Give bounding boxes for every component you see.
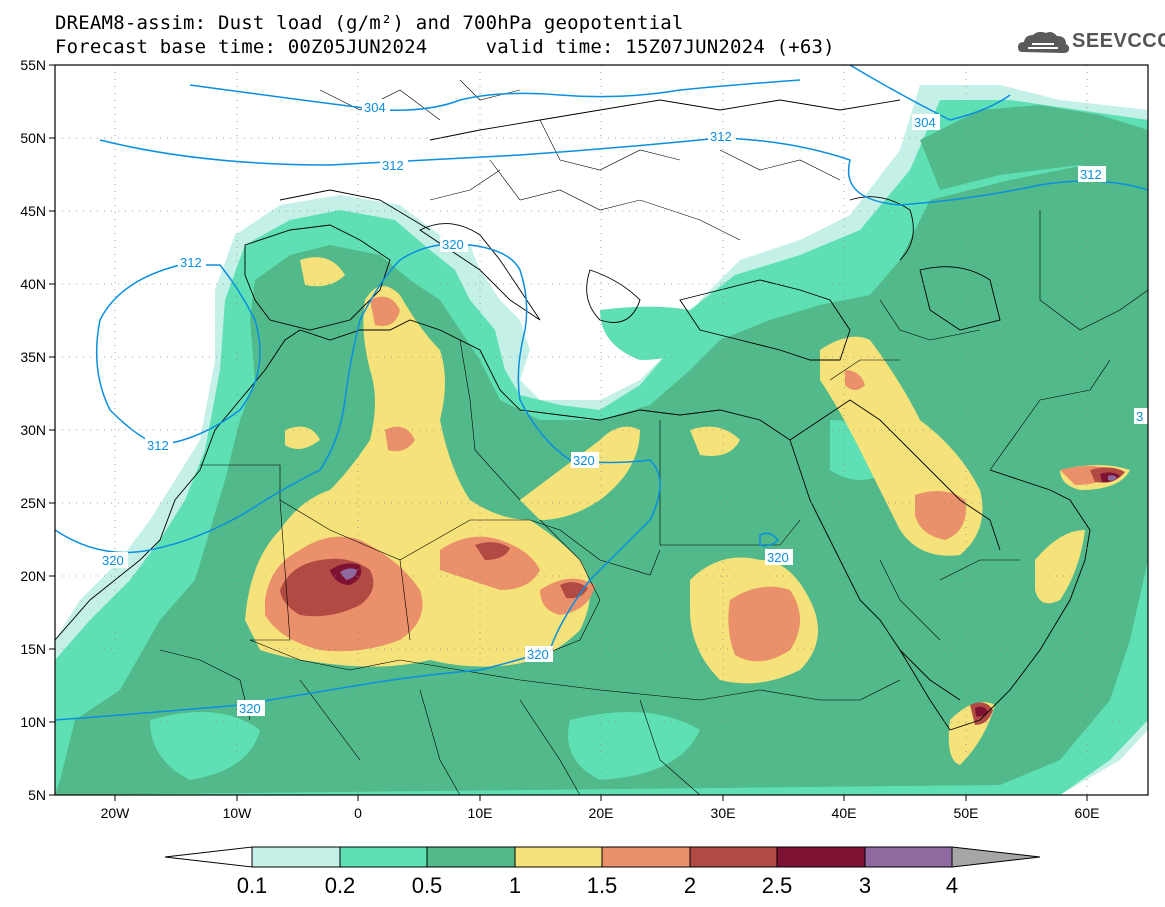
lat-tick-label: 45N xyxy=(20,203,46,219)
lat-tick-label: 5N xyxy=(28,787,46,803)
contour-label-312-c: 312 xyxy=(1080,167,1102,182)
forecast-times: Forecast base time: 00Z05JUN2024 valid t… xyxy=(55,36,835,58)
colorbar-label: 1 xyxy=(509,873,521,898)
coastlines xyxy=(55,99,1091,731)
lat-axis xyxy=(49,64,55,796)
lat-tick-label: 40N xyxy=(20,276,46,292)
contour-label-partial: 3 xyxy=(1136,409,1143,424)
colorbar-label: 2.5 xyxy=(762,873,793,898)
lon-tick-label: 50E xyxy=(954,805,979,821)
lon-tick-label: 20W xyxy=(101,805,131,821)
colorbar-swatch xyxy=(252,847,340,867)
contour-label-320-a: 320 xyxy=(442,237,464,252)
lon-tick-label: 60E xyxy=(1075,805,1100,821)
contour-label-320-d: 320 xyxy=(767,550,789,565)
contour-label-320-e: 320 xyxy=(527,647,549,662)
colorbar-label: 3 xyxy=(859,873,871,898)
lat-tick-label: 15N xyxy=(20,641,46,657)
colorbar-label: 0.1 xyxy=(237,873,268,898)
colorbar-swatch xyxy=(340,847,427,867)
lon-tick-label: 20E xyxy=(589,805,614,821)
lat-tick-label: 10N xyxy=(20,714,46,730)
contour-label-320-c: 320 xyxy=(102,553,124,568)
colorbar: 0.1 0.2 0.5 1 1.5 2 2.5 3 4 xyxy=(164,846,1041,898)
contour-label-320-f: 320 xyxy=(239,701,261,716)
contour-label-320-b: 320 xyxy=(573,453,595,468)
lon-tick-labels: 20W 10W 0 10E 20E 30E 40E 50E 60E xyxy=(101,805,1100,821)
colorbar-high-arrow xyxy=(952,847,1040,867)
lat-tick-label: 35N xyxy=(20,349,46,365)
contour-label-304-east: 304 xyxy=(914,115,936,130)
graticule xyxy=(55,65,1148,795)
colorbar-swatch xyxy=(777,847,865,867)
contour-labels: 304 304 312 312 312 312 312 320 320 320 … xyxy=(100,99,1148,716)
colorbar-swatch xyxy=(427,847,515,867)
lon-tick-label: 10W xyxy=(223,805,253,821)
contour-label-312-d: 312 xyxy=(180,255,202,270)
map-title: DREAM8-assim: Dust load (g/m²) and 700hP… xyxy=(55,12,684,34)
contour-label-304-west: 304 xyxy=(364,100,386,115)
contour-label-312-a: 312 xyxy=(382,158,404,173)
contour-label-312-b: 312 xyxy=(710,129,732,144)
lat-tick-label: 30N xyxy=(20,422,46,438)
lon-tick-label: 30E xyxy=(711,805,736,821)
logo-text: SEEVCCC xyxy=(1072,30,1165,52)
lat-tick-label: 50N xyxy=(20,130,46,146)
lat-tick-label: 20N xyxy=(20,568,46,584)
colorbar-label: 0.2 xyxy=(325,873,356,898)
colorbar-swatch xyxy=(602,847,690,867)
colorbar-swatch xyxy=(515,847,602,867)
colorbar-low-arrow xyxy=(164,846,253,868)
colorbar-label: 0.5 xyxy=(412,873,443,898)
contour-label-312-e: 312 xyxy=(147,438,169,453)
colorbar-swatch xyxy=(690,847,777,867)
lon-tick-label: 0 xyxy=(354,805,362,821)
lon-axis xyxy=(114,795,1088,801)
lat-tick-label: 55N xyxy=(20,57,46,73)
lon-tick-label: 40E xyxy=(832,805,857,821)
lat-tick-label: 25N xyxy=(20,495,46,511)
colorbar-label: 4 xyxy=(946,873,958,898)
cloud-logo-icon xyxy=(1018,31,1070,53)
lat-tick-labels: 55N 50N 45N 40N 35N 30N 25N 20N 15N 10N … xyxy=(20,57,46,803)
lon-tick-label: 10E xyxy=(468,805,493,821)
colorbar-label: 1.5 xyxy=(587,873,618,898)
colorbar-label: 2 xyxy=(684,873,696,898)
colorbar-swatch xyxy=(865,847,952,867)
dust-area-3 xyxy=(340,475,1117,580)
